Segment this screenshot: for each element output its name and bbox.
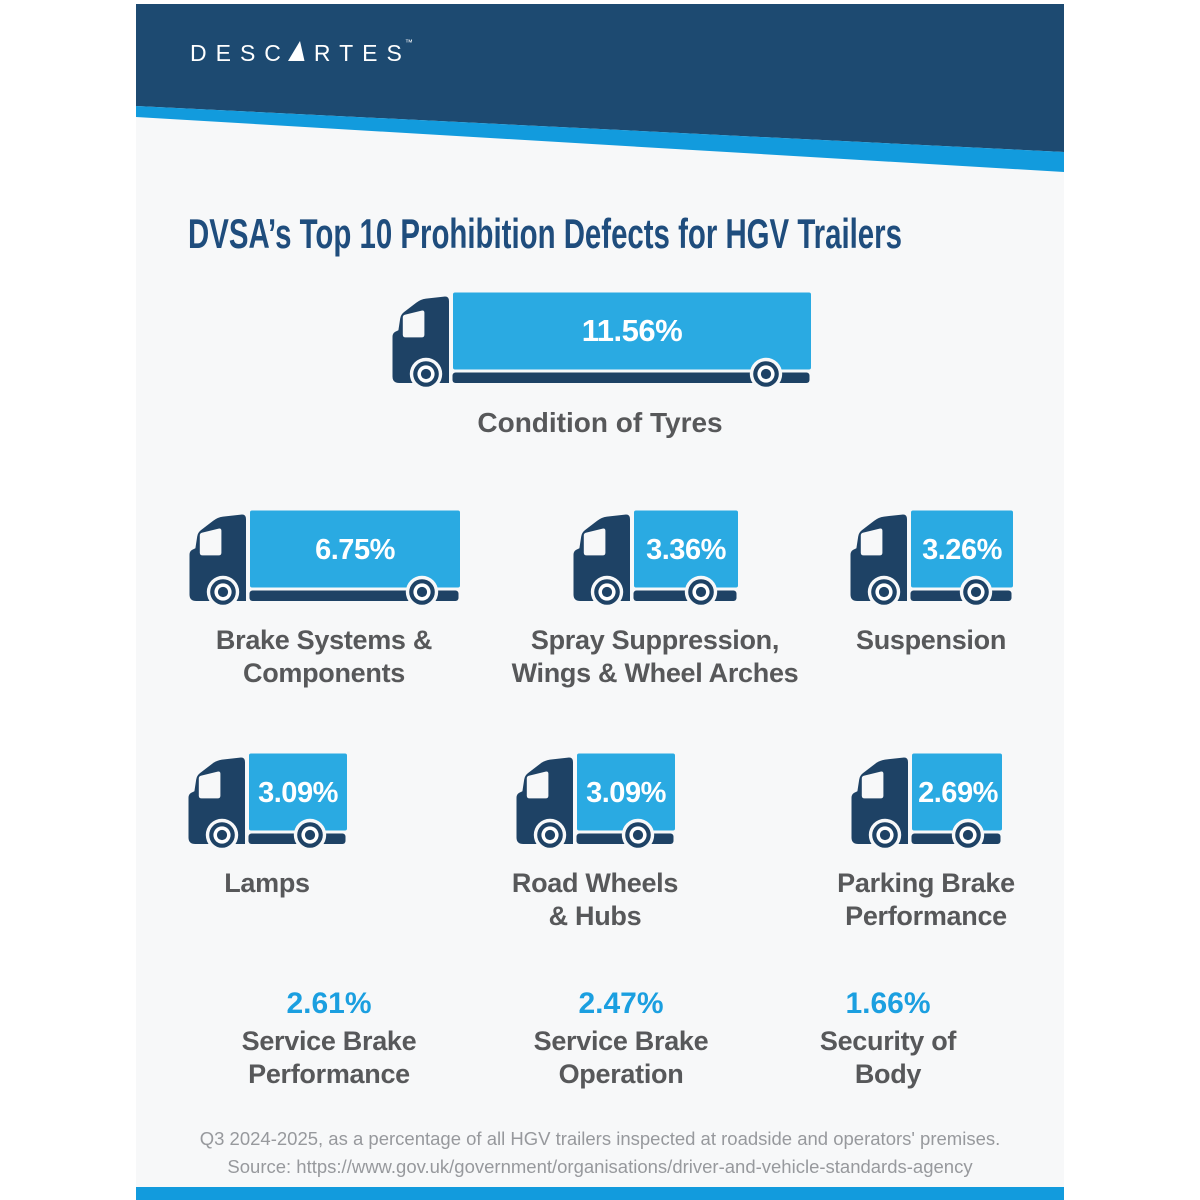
stat-label: Service Brake Performance bbox=[241, 1026, 417, 1089]
truck-wheel-icon bbox=[684, 575, 718, 609]
truck-item: 3.36% Spray Suppression, Wings & Wheel A… bbox=[512, 510, 799, 690]
truck-wheel-icon bbox=[621, 818, 655, 852]
truck-wheel-icon bbox=[867, 575, 901, 609]
footer-line1: Q3 2024-2025, as a percentage of all HGV… bbox=[199, 1128, 1001, 1149]
stat-percent: 2.61% bbox=[286, 987, 372, 1020]
truck-label: Suspension bbox=[855, 625, 1007, 655]
truck-trailer bbox=[634, 510, 738, 588]
truck-item: 3.26% Suspension bbox=[849, 510, 1013, 657]
truck-wheel-icon bbox=[868, 818, 902, 852]
logo-text-right: RTES bbox=[313, 40, 411, 66]
stat-item: 1.66% Security of Body bbox=[738, 986, 1038, 1091]
descartes-logo: DESC RTES ™ bbox=[190, 38, 413, 67]
truck-wheel-icon bbox=[590, 575, 624, 609]
truck-percent-label: 3.26% bbox=[922, 534, 1002, 566]
header-navy-shape bbox=[136, 4, 1064, 152]
header-cyan-stripe bbox=[136, 106, 1064, 172]
truck-wheel-icon bbox=[405, 575, 439, 609]
truck-trailer bbox=[453, 292, 811, 370]
stat-label: Service Brake Operation bbox=[533, 1026, 709, 1089]
truck-percent-label: 3.09% bbox=[586, 777, 666, 809]
truck-trailer bbox=[911, 510, 1013, 588]
truck-trailer bbox=[250, 510, 460, 588]
truck-label: Parking Brake Performance bbox=[837, 868, 1015, 931]
truck-percent-label: 3.36% bbox=[646, 534, 726, 566]
infographic-page: DESC RTES ™ DVSA’s Top 10 Prohibition De… bbox=[136, 4, 1064, 1200]
footer-accent-bar bbox=[136, 1187, 1064, 1200]
truck-label: Brake Systems & Components bbox=[215, 625, 433, 688]
truck-wheel-icon bbox=[959, 575, 993, 609]
stat-percent: 2.47% bbox=[578, 987, 664, 1020]
logo-triangle-icon bbox=[287, 41, 305, 61]
stat-item: 2.61% Service Brake Performance bbox=[179, 986, 479, 1091]
truck-item: 3.09% Road Wheels & Hubs bbox=[512, 753, 678, 933]
truck-label: Spray Suppression, Wings & Wheel Arches bbox=[511, 625, 799, 688]
truck-item: 3.09% Lamps bbox=[187, 753, 347, 900]
hero-truck-item: 11.56% bbox=[391, 292, 811, 391]
truck-trailer bbox=[912, 753, 1002, 831]
truck-trailer bbox=[577, 753, 675, 831]
header-band bbox=[136, 4, 1064, 172]
truck-icon: 3.09% bbox=[516, 753, 675, 852]
truck-icon: 11.56% bbox=[392, 292, 811, 391]
footer-note: Q3 2024-2025, as a percentage of all HGV… bbox=[136, 1125, 1064, 1181]
truck-icon: 3.09% bbox=[188, 753, 347, 852]
stat-percent: 1.66% bbox=[845, 987, 931, 1020]
truck-percent-label: 2.69% bbox=[918, 777, 998, 809]
truck-item: 2.69% Parking Brake Performance bbox=[837, 753, 1015, 933]
truck-wheel-icon bbox=[205, 818, 239, 852]
truck-icon: 3.36% bbox=[573, 510, 738, 609]
truck-icon: 3.26% bbox=[850, 510, 1013, 609]
truck-wheel-icon bbox=[206, 575, 240, 609]
truck-label: Lamps bbox=[224, 868, 310, 898]
logo-trademark: ™ bbox=[404, 38, 413, 47]
truck-trailer bbox=[249, 753, 347, 831]
truck-label: Road Wheels & Hubs bbox=[511, 868, 679, 931]
truck-percent-label: 6.75% bbox=[315, 534, 395, 566]
stat-item: 2.47% Service Brake Operation bbox=[471, 986, 771, 1091]
truck-wheel-icon bbox=[951, 818, 985, 852]
truck-wheel-icon bbox=[533, 818, 567, 852]
logo-text-left: DESC bbox=[190, 40, 290, 66]
truck-wheel-icon bbox=[409, 357, 443, 391]
truck-icon: 2.69% bbox=[851, 753, 1002, 852]
hero-truck-label: Condition of Tyres bbox=[477, 407, 723, 438]
truck-chassis bbox=[452, 372, 810, 383]
footer-line2: Source: https://www.gov.uk/government/or… bbox=[227, 1156, 973, 1177]
truck-icon: 6.75% bbox=[189, 510, 460, 609]
truck-percent-label: 3.09% bbox=[258, 777, 338, 809]
truck-wheel-icon bbox=[749, 357, 783, 391]
page-title: DVSA’s Top 10 Prohibition Defects for HG… bbox=[188, 210, 902, 257]
truck-percent-label: 11.56% bbox=[582, 313, 682, 348]
truck-wheel-icon bbox=[293, 818, 327, 852]
stat-label: Security of Body bbox=[819, 1026, 957, 1089]
truck-item: 6.75% Brake Systems & Components bbox=[188, 510, 460, 690]
